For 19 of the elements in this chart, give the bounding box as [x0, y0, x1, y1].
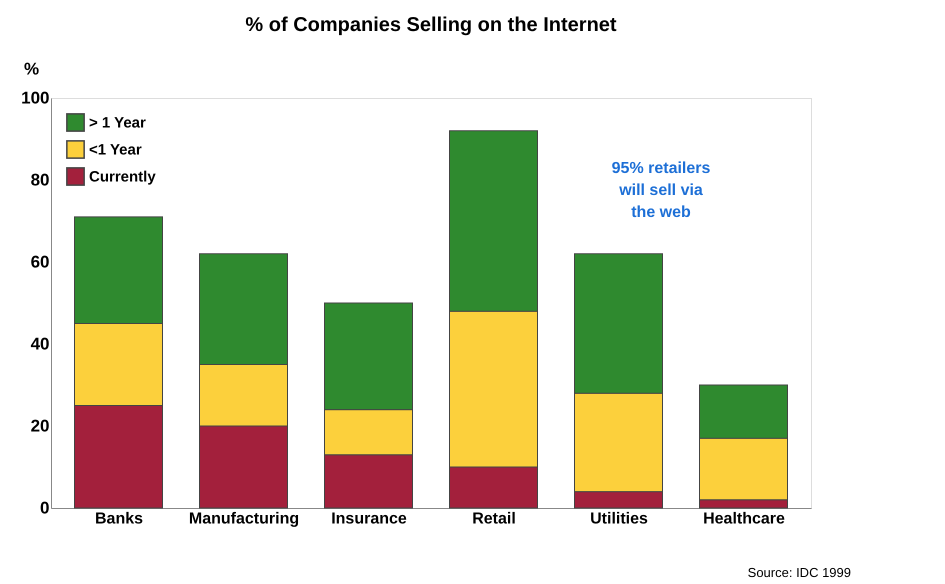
- y-tick-label: 20: [30, 416, 50, 436]
- y-tick-label: 60: [30, 252, 50, 272]
- chart-title: % of Companies Selling on the Internet: [245, 14, 617, 36]
- legend-label: > 1 Year: [89, 114, 146, 132]
- x-tick-label: Utilities: [590, 510, 648, 528]
- source-note: Source: IDC 1999: [748, 565, 851, 580]
- x-tick-label: Insurance: [331, 510, 407, 528]
- y-tick-label: 0: [40, 498, 50, 518]
- y-tick-label: 100: [21, 88, 50, 108]
- legend-label: <1 Year: [89, 142, 142, 158]
- annotation: 95% retailers will sell via the web: [612, 160, 710, 221]
- y-tick-label: 40: [30, 334, 50, 354]
- y-axis-title: %: [24, 60, 40, 78]
- x-tick-label: Manufacturing: [188, 510, 300, 528]
- x-tick-label: Healthcare: [703, 510, 786, 528]
- legend-label: Currently: [89, 168, 156, 186]
- y-tick-label: 80: [30, 170, 50, 190]
- x-tick-label: Banks: [94, 510, 144, 528]
- x-tick-label: Retail: [472, 510, 516, 528]
